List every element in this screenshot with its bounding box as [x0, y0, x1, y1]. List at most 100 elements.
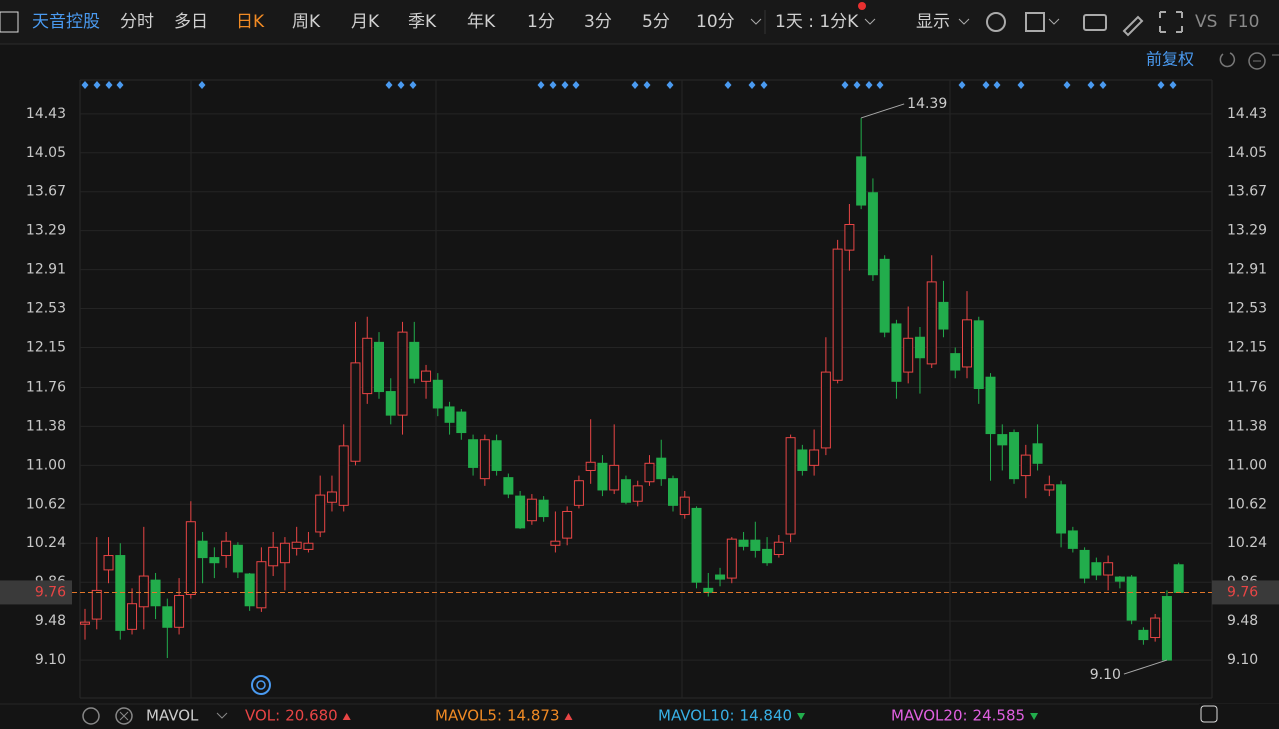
close-x	[119, 711, 129, 721]
settings-icon[interactable]	[986, 12, 1006, 32]
signal-marker	[631, 81, 639, 89]
signal-marker	[409, 81, 417, 89]
adjust-button[interactable]: 前复权	[1146, 50, 1194, 69]
candle-body	[550, 540, 561, 546]
signal-marker	[876, 81, 884, 89]
candle-body	[491, 440, 502, 471]
legend-value: 24.585	[973, 707, 1026, 725]
candle-body	[1044, 484, 1055, 491]
period-tabs: 分时 多日 日K 周K 月K 季K 年K 1分 3分 5分 10分	[120, 12, 762, 32]
candle-body	[397, 331, 408, 416]
candle-body	[820, 371, 831, 449]
undo-icon[interactable]	[1219, 52, 1236, 68]
camera-icon[interactable]	[1083, 14, 1107, 31]
candle-body	[938, 301, 949, 330]
candle-body	[197, 540, 208, 559]
period-tab[interactable]: 周K	[292, 12, 321, 32]
period-tab[interactable]: 年K	[467, 12, 496, 32]
event-icon-inner	[256, 680, 266, 690]
period-tab[interactable]: 10分	[696, 12, 735, 32]
period-tab[interactable]: 3分	[584, 12, 612, 32]
candle-body	[91, 589, 102, 620]
last-price-label-right: 9.76	[1227, 584, 1258, 600]
layout-icon[interactable]	[1025, 12, 1045, 32]
candle-body	[174, 595, 185, 628]
legend-trend	[342, 713, 351, 720]
signal-marker	[865, 81, 873, 89]
candle-body	[1150, 617, 1161, 639]
candle-body	[150, 579, 161, 607]
interval-select[interactable]: 1天 : 1分K	[775, 12, 859, 32]
signal-marker	[853, 81, 861, 89]
candle-body	[762, 548, 773, 564]
dropdown-arrow	[864, 18, 876, 25]
y-tick-label-right: 13.67	[1227, 184, 1267, 200]
candle-body	[903, 337, 914, 373]
indicator-settings[interactable]	[82, 707, 100, 725]
candles	[80, 117, 1184, 661]
indicator-name[interactable]: MAVOL	[146, 707, 199, 725]
watermark-bg	[1199, 704, 1279, 729]
draw-icon[interactable]	[1122, 15, 1144, 37]
signal-marker	[198, 81, 206, 89]
y-tick-label: 12.53	[26, 301, 66, 317]
candle-body	[797, 449, 808, 471]
signal-marker	[748, 81, 756, 89]
display-menu[interactable]: 显示	[916, 12, 950, 32]
candle-body	[879, 258, 890, 333]
candle-body	[562, 510, 573, 539]
candle-body	[479, 439, 490, 480]
y-tick-label: 12.91	[26, 262, 66, 278]
minus-icon[interactable]	[1248, 52, 1266, 70]
dropdown-arrow	[1048, 18, 1060, 25]
candle-body	[856, 156, 867, 206]
legend-name: MAVOL20:	[891, 707, 968, 725]
signal-marker	[760, 81, 768, 89]
candle-body	[832, 248, 843, 381]
candle-body	[644, 462, 655, 483]
candle-body	[162, 606, 173, 628]
signal-marker	[116, 81, 124, 89]
period-tab[interactable]: 月K	[351, 12, 380, 32]
watermark-logo	[1200, 705, 1218, 723]
candle-body	[80, 621, 90, 625]
period-tab[interactable]: 分时	[120, 12, 154, 32]
min-leader	[1123, 659, 1168, 675]
legend-name: MAVOL5:	[435, 707, 502, 725]
y-tick-label: 14.43	[26, 106, 66, 122]
min-label: 9.10	[1090, 667, 1121, 683]
period-tab[interactable]: 季K	[408, 12, 437, 32]
candle-body	[374, 341, 384, 393]
candle-body	[585, 461, 596, 471]
y-tick-label-right: 10.24	[1227, 535, 1267, 551]
fullscreen-icon[interactable]	[1159, 11, 1183, 33]
dropdown-arrow	[216, 712, 228, 719]
period-tab[interactable]: 5分	[642, 12, 670, 32]
period-tab[interactable]: 多日	[174, 12, 208, 32]
candle-body	[127, 603, 138, 630]
candle-body	[1114, 576, 1125, 582]
period-tab[interactable]: 1分	[527, 12, 555, 32]
y-tick-label-right: 13.29	[1227, 223, 1267, 239]
candle-body	[538, 499, 549, 518]
vs-button[interactable]: VS	[1195, 12, 1217, 32]
period-tab[interactable]: 日K	[236, 12, 265, 32]
f10-button[interactable]: F10	[1228, 12, 1259, 32]
candle-body	[926, 281, 937, 365]
candle-body	[773, 541, 784, 556]
legend-value: 14.840	[740, 707, 793, 725]
indicator-close[interactable]	[115, 707, 133, 725]
signal-marker	[537, 81, 545, 89]
y-tick-label: 13.29	[26, 223, 66, 239]
candle-body	[138, 575, 149, 608]
y-tick-label: 14.05	[26, 145, 66, 161]
legend-name: VOL:	[245, 707, 280, 725]
candle-body	[1032, 443, 1043, 464]
stock-name[interactable]: 天音控股	[32, 12, 100, 32]
event-icon[interactable]	[251, 675, 271, 695]
candle-body	[326, 491, 337, 503]
y-tick-label: 12.15	[26, 339, 66, 355]
candle-body	[409, 341, 420, 379]
candle-body	[679, 496, 690, 516]
menu-icon[interactable]	[0, 11, 19, 33]
